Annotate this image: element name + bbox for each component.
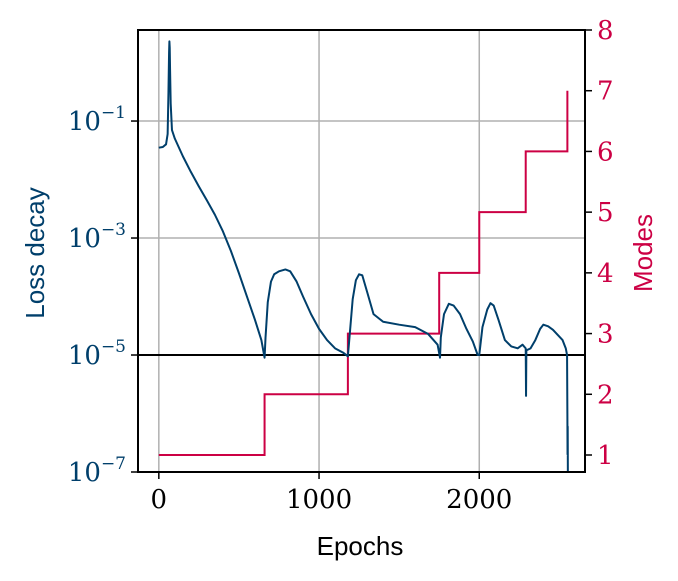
plot-frame <box>137 29 586 473</box>
right-tick-label: 5 <box>597 198 614 228</box>
x-tick-label: 0 <box>151 485 168 515</box>
left-tick-label: 10−5 <box>68 337 126 371</box>
right-tick-label: 1 <box>597 441 614 471</box>
left-axis-label: Loss decay <box>20 187 50 319</box>
right-tick-label: 2 <box>597 380 614 410</box>
left-tick-label: 10−3 <box>68 220 126 254</box>
right-tick-label: 3 <box>597 320 614 350</box>
left-tick-label: 10−1 <box>68 103 126 137</box>
x-tick-label: 1000 <box>286 485 352 515</box>
right-axis-label: Modes <box>628 214 658 292</box>
loss-line <box>158 40 569 473</box>
right-tick-label: 8 <box>597 16 614 46</box>
left-tick-label: 10−7 <box>68 454 126 488</box>
grid-lines <box>138 30 585 472</box>
right-tick-label: 7 <box>597 77 614 107</box>
x-tick-label: 2000 <box>446 485 512 515</box>
modes-step-line <box>158 90 569 456</box>
series-layer <box>138 40 585 473</box>
right-tick-label: 4 <box>597 259 614 289</box>
x-axis-label: Epochs <box>317 531 404 561</box>
right-tick-label: 6 <box>597 137 614 167</box>
tick-layer: 0 1000 2000 10−1 10−3 10−5 10−7 1 2 3 4 5 6 7 8 <box>68 16 614 515</box>
